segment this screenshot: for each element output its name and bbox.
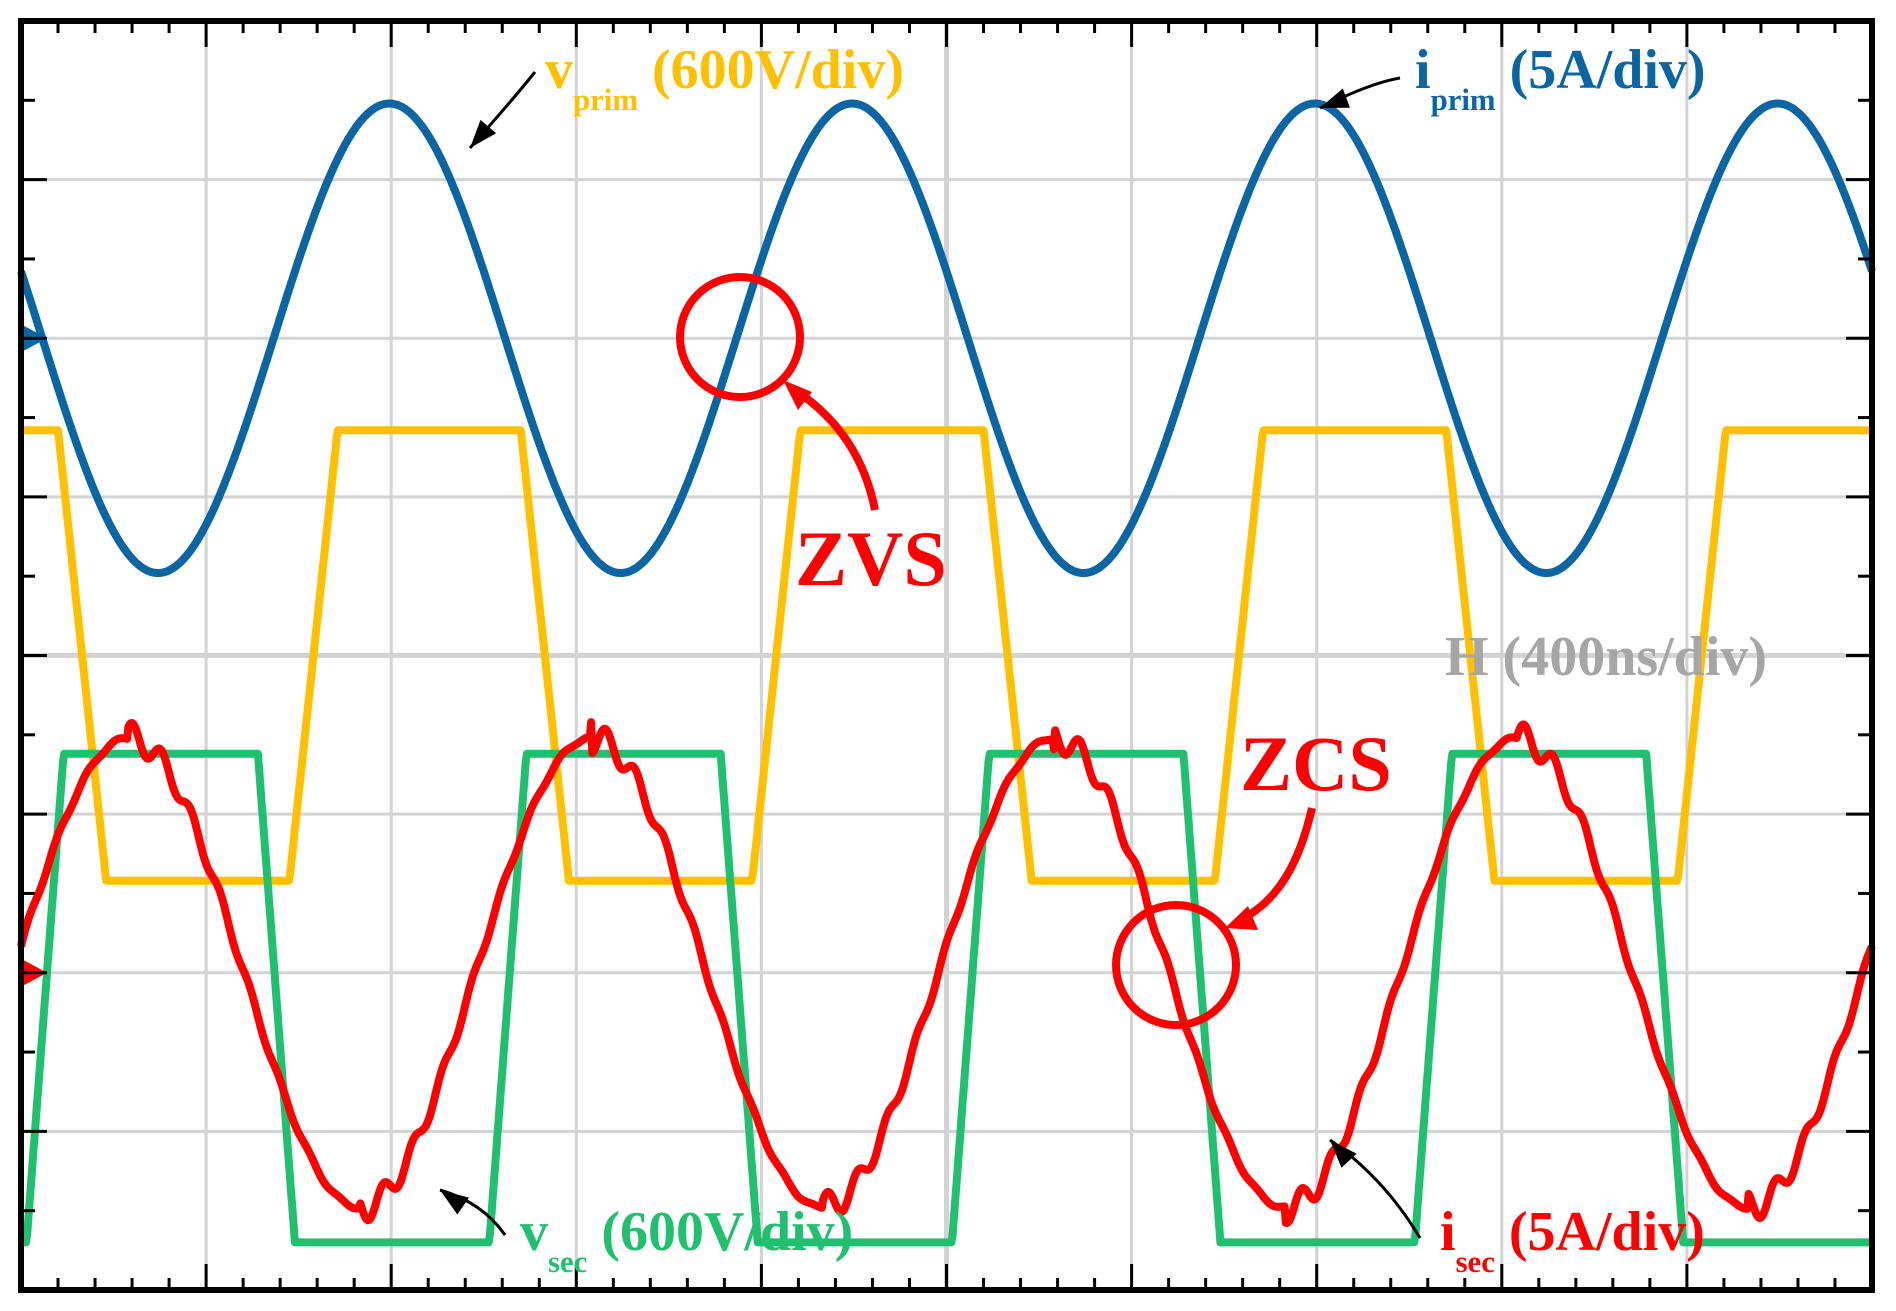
arrow-v-prim-head (470, 119, 497, 148)
zvs-circle (676, 273, 804, 401)
zcs-arrowhead (1225, 906, 1258, 930)
annotation-zvs: ZVS (795, 515, 947, 602)
label-i-sec: isec (5A/div) (1440, 1201, 1705, 1279)
label-v-prim: vprim (600V/div) (545, 39, 904, 117)
grid (21, 21, 1872, 1290)
time-scale-label: H (400ns/div) (1445, 626, 1767, 688)
traces (17, 99, 1876, 1247)
trace-v-sec (18, 749, 1875, 1247)
arrow-v-sec-head (440, 1190, 470, 1215)
trace-i-prim (17, 99, 1876, 577)
annotation-zcs: ZCS (1240, 720, 1392, 807)
arrow-i-prim-head (1320, 88, 1350, 108)
labels: vprim (600V/div) iprim (5A/div) vsec (600V… (520, 39, 1767, 1279)
annotations (439, 71, 1422, 1239)
zvs-arrow (792, 386, 879, 511)
label-v-sec: vsec (600V/div) (520, 1201, 853, 1279)
trace-v-prim (18, 426, 1875, 885)
frame (18, 18, 1875, 1293)
label-i-prim: iprim (5A/div) (1415, 39, 1706, 117)
arrow-i-sec-head (1330, 1140, 1357, 1168)
zcs-arrow (1238, 807, 1316, 924)
zcs-circle (1112, 901, 1240, 1029)
zvs-arrowhead (783, 380, 812, 410)
trace-i-sec (17, 718, 1876, 1227)
